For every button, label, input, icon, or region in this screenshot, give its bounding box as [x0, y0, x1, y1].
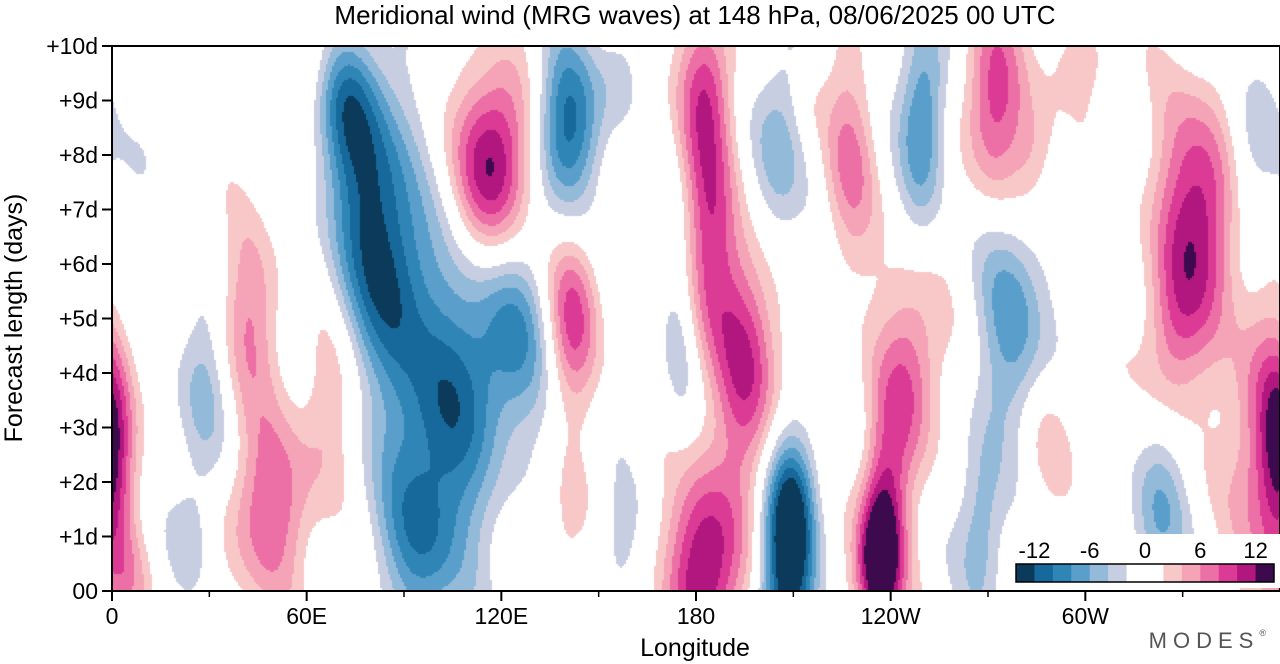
- colorbar-swatch: [1126, 564, 1146, 582]
- colorbar-swatch: [1052, 564, 1072, 582]
- y-tick-label: +6d: [59, 251, 98, 277]
- colorbar-swatch: [1181, 564, 1201, 582]
- x-axis: 0 60E 120E 180 120W 60W: [106, 591, 1184, 629]
- x-tick-label: 180: [677, 603, 715, 629]
- wind-field: [112, 46, 1280, 591]
- heatmap-field: [112, 46, 1280, 591]
- y-tick-label: +1d: [59, 524, 98, 550]
- colorbar-swatch: [1071, 564, 1091, 582]
- x-tick-label: 0: [106, 603, 119, 629]
- colorbar-label: 0: [1139, 538, 1151, 563]
- colorbar-label: -12: [1019, 538, 1051, 563]
- y-tick-label: +4d: [59, 360, 98, 386]
- logo-registered-mark: ®: [1259, 628, 1266, 638]
- y-tick-label: +5d: [59, 306, 98, 332]
- modes-logo: MODES®: [1149, 628, 1266, 654]
- colorbar-swatch: [1163, 564, 1183, 582]
- y-tick-label: +9d: [59, 88, 98, 114]
- colorbar-swatch: [1089, 564, 1109, 582]
- colorbar: -12 -6 0 6 12: [1010, 534, 1280, 588]
- y-tick-label: +8d: [59, 142, 98, 168]
- colorbar-swatch: [1255, 564, 1275, 582]
- x-tick-label: 120W: [861, 603, 921, 629]
- y-tick-label: 00: [72, 578, 98, 604]
- colorbar-label: 6: [1194, 538, 1206, 563]
- x-tick-label: 60W: [1062, 603, 1110, 629]
- x-tick-label: 60E: [286, 603, 327, 629]
- colorbar-swatch: [1016, 564, 1035, 582]
- colorbar-frame: [1015, 563, 1275, 583]
- y-axis: 00 +1d +2d +3d +4d +5d +6d +7d +8d +9d +10d: [46, 33, 112, 604]
- colorbar-swatch: [1108, 564, 1128, 582]
- y-tick-label: +10d: [46, 33, 98, 59]
- y-tick-label: +3d: [59, 415, 98, 441]
- colorbar-label: -6: [1080, 538, 1100, 563]
- colorbar-swatch: [1218, 564, 1238, 582]
- y-tick-label: +7d: [59, 197, 98, 223]
- colorbar-swatch: [1200, 564, 1220, 582]
- y-axis-label: Forecast length (days): [0, 194, 28, 443]
- chart-title: Meridional wind (MRG waves) at 148 hPa, …: [334, 0, 1055, 30]
- colorbar-label: 12: [1243, 538, 1267, 563]
- logo-text: MODES: [1148, 628, 1260, 653]
- colorbar-swatch: [1237, 564, 1257, 582]
- x-tick-label: 120E: [474, 603, 528, 629]
- colorbar-swatch: [1145, 564, 1164, 582]
- x-axis-label: Longitude: [640, 634, 750, 662]
- colorbar-swatch: [1034, 564, 1054, 582]
- y-tick-label: +2d: [59, 469, 98, 495]
